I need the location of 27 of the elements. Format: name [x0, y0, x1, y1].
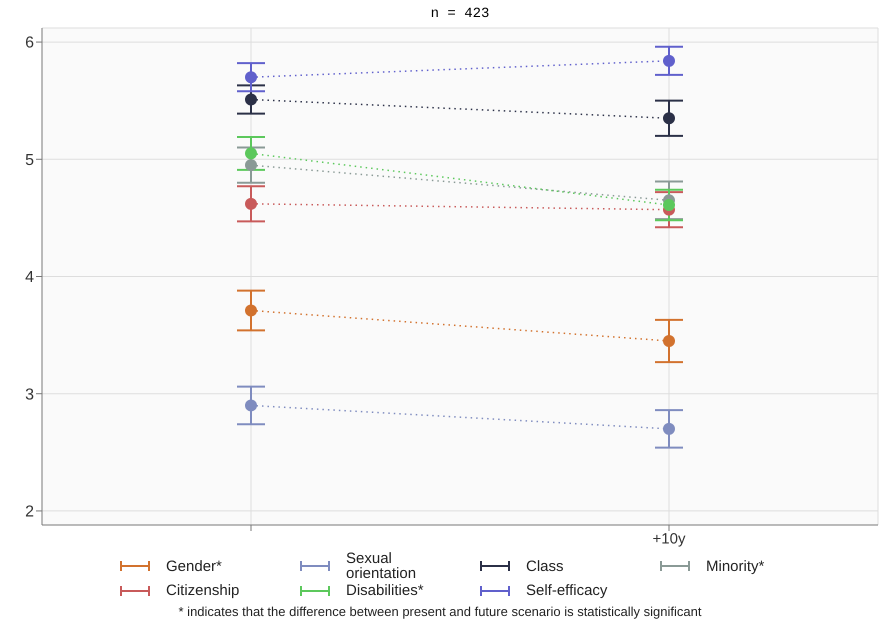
y-tick-label: 3	[25, 386, 34, 404]
y-tick-label: 4	[25, 269, 34, 286]
legend-label: Gender*	[166, 558, 223, 574]
point	[245, 399, 257, 412]
point	[245, 147, 257, 160]
legend-label: Minority*	[706, 558, 766, 574]
point	[245, 198, 257, 210]
point	[663, 54, 675, 67]
point	[663, 199, 675, 211]
legend-label: Disabilities*	[346, 582, 425, 599]
y-tick-label: 5	[25, 152, 34, 169]
y-tick-label: 2	[25, 504, 34, 521]
chart-title: n = 423	[430, 5, 490, 24]
x-tick-label: +10y	[652, 530, 686, 548]
y-tick-label: 6	[25, 34, 34, 52]
legend-label: Citizenship	[166, 582, 240, 599]
point	[663, 112, 675, 124]
legend-label: Self-efficacy	[526, 582, 608, 599]
point	[245, 304, 257, 316]
point	[245, 71, 257, 84]
legend-label: Class	[526, 558, 565, 574]
point	[663, 422, 675, 435]
point	[245, 94, 257, 106]
point	[245, 159, 257, 172]
legend-label: Sexual orientation	[346, 550, 418, 582]
point	[663, 334, 675, 347]
text: * indicates that the difference between present and future scenario is statistically significant	[178, 604, 702, 619]
